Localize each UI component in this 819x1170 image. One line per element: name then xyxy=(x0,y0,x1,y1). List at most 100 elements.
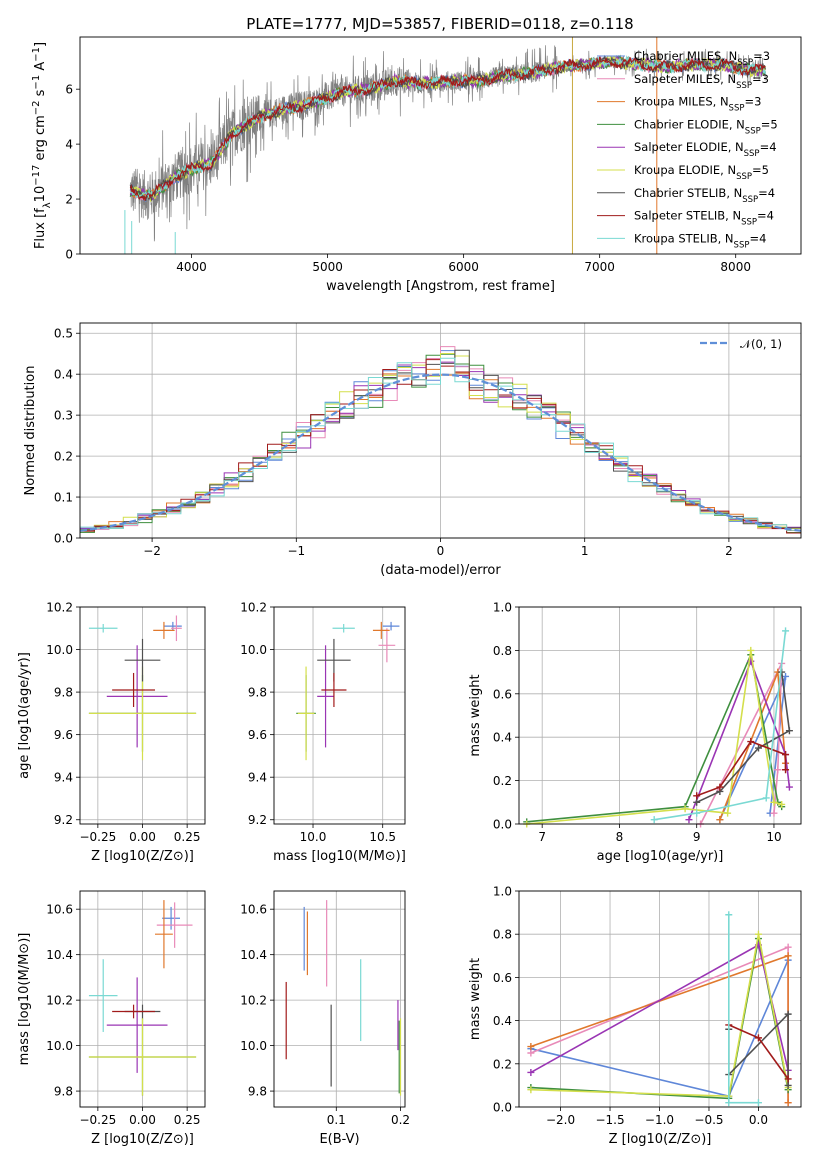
y-tick-label: 0.4 xyxy=(54,368,73,382)
y-axis-label-part: −1 xyxy=(31,75,42,90)
y-tick-label: 9.6 xyxy=(54,728,73,742)
y-tick-label: 9.8 xyxy=(54,1085,73,1099)
x-tick-label: 2 xyxy=(725,544,733,558)
weight-marker xyxy=(784,1075,792,1083)
weight-series-line xyxy=(654,630,787,821)
legend-entry: Kroupa MILES, NSSP=3 xyxy=(634,95,761,114)
legend-sub: SSP xyxy=(729,104,745,114)
axes-frame xyxy=(273,890,406,1108)
y-tick-label: 0.1 xyxy=(54,491,73,505)
x-tick-label: 0.2 xyxy=(391,1113,410,1127)
x-tick-label: 7000 xyxy=(584,260,615,274)
y-axis-label-part: λ xyxy=(42,202,53,208)
x-tick-label: 0.25 xyxy=(174,830,201,844)
weight-marker xyxy=(527,1086,535,1094)
legend-suffix: =4 xyxy=(758,186,775,200)
weight-marker xyxy=(650,816,658,824)
x-tick-label: 10.0 xyxy=(300,830,327,844)
y-axis-label-part: ] xyxy=(33,42,48,47)
y-tick-label: 9.2 xyxy=(54,813,73,827)
legend-sub: SSP xyxy=(734,240,750,250)
y-tick-label: 4 xyxy=(65,138,73,152)
x-tick-label: 6000 xyxy=(448,260,479,274)
legend-suffix: =3 xyxy=(753,49,770,63)
y-tick-label: 9.4 xyxy=(54,771,73,785)
weight-marker xyxy=(724,809,732,817)
weight-marker xyxy=(784,1010,792,1018)
y-axis-label-part: A xyxy=(33,62,48,75)
figure-title: PLATE=1777, MJD=53857, FIBERID=0118, z=0… xyxy=(246,15,633,33)
y-axis-label-part: −2 xyxy=(31,100,42,115)
y-tick-label: 9.8 xyxy=(248,686,267,700)
x-axis-label: wavelength [Angstrom, rest frame] xyxy=(326,279,555,294)
legend-entry: Kroupa ELODIE, NSSP=5 xyxy=(634,163,769,182)
mass-vs-z-panel: −0.25 0.00 0.25 9.8 10.0 10.2 10.4 10.6 Z [log10… xyxy=(17,890,206,1147)
y-tick-label: 10.0 xyxy=(240,1039,267,1053)
age-vs-z-panel: −0.25 0.00 0.25 9.2 9.4 9.6 9.8 10.0 10.2 Z [log1… xyxy=(17,601,206,864)
weight-marker xyxy=(754,1099,762,1107)
weight-marker xyxy=(716,783,724,791)
y-axis-label: Flux [fλ10−17 erg cm−2 s−1 A−1] xyxy=(31,42,53,249)
weight-marker xyxy=(785,727,793,735)
legend-label: 𝒩(0, 1) xyxy=(740,337,782,351)
x-tick-label: 4000 xyxy=(176,260,207,274)
weight-marker xyxy=(782,751,790,759)
y-tick-label: 0.8 xyxy=(493,644,512,658)
legend-entry: Chabrier ELODIE, NSSP=5 xyxy=(634,117,778,136)
legend-name: Chabrier STELIB, N xyxy=(634,186,742,200)
weight-marker xyxy=(774,766,782,774)
y-tick-label: 0.2 xyxy=(54,450,73,464)
legend-entry: Kroupa STELIB, NSSP=4 xyxy=(634,231,766,250)
mass-vs-ebv-panel: 0.1 0.2 9.8 10.0 10.2 10.4 10.6 E(B-V) xyxy=(240,890,410,1147)
legend-name: Chabrier MILES, N xyxy=(634,49,737,63)
legend-entry: Salpeter STELIB, NSSP=4 xyxy=(634,209,774,228)
weight-marker xyxy=(784,952,792,960)
axes-frame xyxy=(273,606,406,825)
weight-marker xyxy=(754,1034,762,1042)
weight-marker xyxy=(681,805,689,813)
legend-name: Salpeter ELODIE, N xyxy=(634,140,744,154)
weight-marker xyxy=(693,792,701,800)
x-tick-label: 5000 xyxy=(312,260,343,274)
legend-name: Salpeter STELIB, N xyxy=(634,209,741,223)
x-tick-label: −2 xyxy=(143,544,161,558)
y-tick-label: 10.2 xyxy=(240,601,267,615)
y-axis-label-part: 10 xyxy=(33,186,48,203)
legend-sub: SSP xyxy=(744,149,760,159)
errorbar-group xyxy=(88,900,197,1096)
x-axis-label: mass [log10(M/M⊙)] xyxy=(273,849,406,864)
y-tick-label: 0.2 xyxy=(493,774,512,788)
y-axis-label-part: erg cm xyxy=(33,115,48,164)
weight-marker xyxy=(770,798,778,806)
legend-suffix: =3 xyxy=(752,72,769,86)
weight-marker xyxy=(785,783,793,791)
legend-name: Kroupa ELODIE, N xyxy=(634,163,736,177)
weight-marker xyxy=(755,744,763,752)
x-axis-label: E(B-V) xyxy=(319,1132,359,1147)
weight-marker xyxy=(716,816,724,824)
weight-marker xyxy=(784,1081,792,1089)
legend-sub: SSP xyxy=(742,195,758,205)
y-tick-label: 10.2 xyxy=(46,994,73,1008)
y-tick-label: 0.4 xyxy=(493,1014,512,1028)
x-axis-label: Z [log10(Z/Z⊙)] xyxy=(91,1132,194,1147)
x-axis-label: age [log10(age/yr)] xyxy=(597,849,724,864)
y-tick-label: 0.6 xyxy=(493,971,512,985)
residual-histogram xyxy=(80,357,801,531)
x-tick-label: 10.5 xyxy=(369,830,396,844)
legend-sub: SSP xyxy=(741,218,757,228)
y-tick-label: 10.2 xyxy=(46,601,73,615)
y-tick-label: 0.4 xyxy=(493,731,512,745)
axes-frame xyxy=(79,36,802,255)
legend-name: Kroupa STELIB, N xyxy=(634,231,734,245)
legend-entry: Chabrier MILES, NSSP=3 xyxy=(634,49,770,68)
y-tick-label: 0.6 xyxy=(493,687,512,701)
weight-marker xyxy=(782,627,790,635)
weight-marker xyxy=(693,809,701,817)
x-tick-label: −1.5 xyxy=(595,1113,624,1127)
legend-suffix: =4 xyxy=(749,231,766,245)
legend-suffix: =4 xyxy=(760,140,777,154)
weight-marker xyxy=(778,800,786,808)
y-tick-label: 6 xyxy=(65,83,73,97)
y-tick-label: 10.0 xyxy=(46,1039,73,1053)
